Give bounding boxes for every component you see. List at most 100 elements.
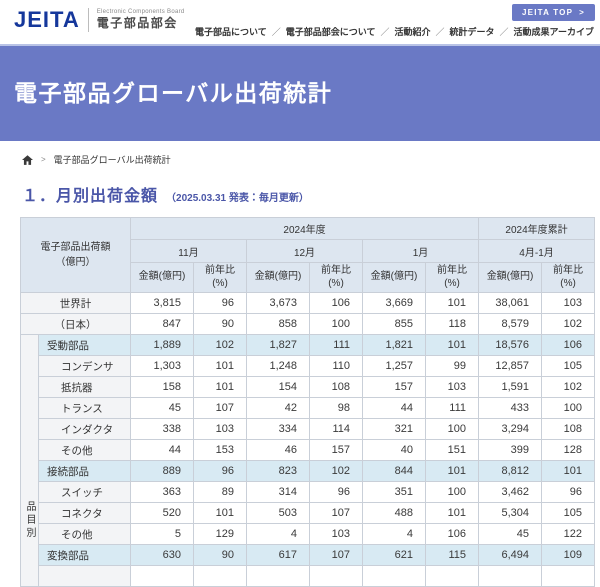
section-title: １．月別出荷金額	[22, 188, 159, 205]
jeita-logo[interactable]: JEITA Electronic Components Board 電子部品部会	[14, 8, 185, 32]
data-cell: 823	[246, 460, 310, 482]
data-cell: 103	[309, 523, 363, 545]
data-cell: 100	[424, 481, 480, 503]
month-header-dec: 12月	[246, 239, 363, 263]
data-cell: 107	[193, 397, 247, 419]
yoy-header: 前年比 (%)	[309, 262, 363, 293]
hero-banner: 電子部品グローバル出荷統計	[0, 44, 600, 141]
data-cell	[309, 565, 363, 587]
data-cell: 106	[424, 523, 480, 545]
table-header-row: 11月 12月 1月 4月-1月	[21, 239, 596, 263]
row-label: スイッチ	[38, 481, 131, 503]
corner-header-line2: （億円）	[55, 257, 96, 268]
data-cell: 118	[424, 313, 480, 335]
table-row-resistors: 抵抗器 158 101 154 108 157 103 1,591 102	[21, 376, 596, 398]
header-nav: 電子部品について ／ 電子部品部会について ／ 活動紹介 ／ 統計データ ／ 活…	[195, 25, 594, 38]
data-cell: 858	[246, 313, 310, 335]
data-cell: 1,248	[246, 355, 310, 377]
data-cell: 45	[130, 397, 194, 419]
home-icon[interactable]	[22, 154, 33, 165]
data-cell: 153	[193, 439, 247, 461]
data-cell: 38,061	[478, 292, 543, 314]
data-cell: 5,304	[478, 502, 543, 524]
row-label: その他	[38, 439, 131, 461]
data-cell: 338	[130, 418, 194, 440]
yoy-header: 前年比 (%)	[193, 262, 247, 293]
data-cell: 107	[309, 502, 363, 524]
fiscal-year-cumulative-header: 2024年度累計	[478, 217, 596, 240]
data-cell: 1,591	[478, 376, 543, 398]
data-cell	[478, 565, 543, 587]
data-cell: 847	[130, 313, 194, 335]
nav-separator: ／	[499, 27, 509, 37]
table-row-world-total: 世界計 3,815 96 3,673 106 3,669 101 38,061 …	[20, 292, 596, 314]
table-row-capacitors: コンデンサ 1,303 101 1,248 110 1,257 99 12,85…	[21, 355, 596, 377]
data-cell: 108	[541, 418, 596, 440]
data-cell: 103	[193, 418, 247, 440]
data-cell: 621	[362, 544, 426, 566]
nav-item-about-components[interactable]: 電子部品について	[194, 27, 267, 37]
logo-org-jp: 電子部品部会	[96, 16, 178, 31]
data-cell: 122	[541, 523, 596, 545]
data-cell: 151	[424, 439, 480, 461]
data-cell: 111	[309, 334, 363, 356]
data-cell: 40	[362, 439, 426, 461]
data-cell: 103	[424, 376, 480, 398]
yoy-header-line2: (%)	[444, 277, 460, 289]
data-cell	[130, 565, 194, 587]
yoy-header-line2: (%)	[328, 277, 344, 289]
nav-item-activities[interactable]: 活動紹介	[394, 27, 431, 37]
data-cell: 101	[424, 292, 480, 314]
table-row-conversion-components: 変換部品 630 90 617 107 621 115 6,494 109	[21, 544, 596, 566]
data-cell: 844	[362, 460, 426, 482]
data-cell	[193, 565, 247, 587]
row-label: インダクタ	[38, 418, 131, 440]
table-row-transformers: トランス 45 107 42 98 44 111 433 100	[21, 397, 596, 419]
data-cell: 105	[541, 502, 596, 524]
data-cell: 8,579	[478, 313, 543, 335]
logo-org-en: Electronic Components Board	[96, 9, 185, 16]
chevron-right-icon: >	[579, 8, 585, 17]
nav-item-statistics[interactable]: 統計データ	[449, 27, 495, 37]
row-label: コンデンサ	[38, 355, 131, 377]
logo-divider	[87, 8, 89, 32]
nav-separator: ／	[435, 27, 445, 37]
data-cell: 96	[193, 460, 247, 482]
row-label: その他	[38, 523, 131, 545]
data-cell: 100	[541, 397, 596, 419]
amount-header: 金額(億円)	[130, 262, 194, 293]
corner-header: 電子部品出荷額 （億円）	[20, 217, 131, 293]
jeita-top-button[interactable]: JEITA TOP >	[512, 4, 595, 21]
data-cell	[541, 565, 596, 587]
data-cell: 1,257	[362, 355, 426, 377]
row-label: 抵抗器	[38, 376, 131, 398]
data-cell: 107	[309, 544, 363, 566]
table-row-passive-other: その他 44 153 46 157 40 151 399 128	[21, 439, 596, 461]
data-cell: 1,889	[130, 334, 194, 356]
yoy-header-line1: 前年比	[321, 265, 351, 276]
data-cell: 105	[541, 355, 596, 377]
data-cell: 334	[246, 418, 310, 440]
data-cell: 1,827	[246, 334, 310, 356]
data-cell: 157	[309, 439, 363, 461]
data-cell: 90	[193, 313, 247, 335]
nav-separator: ／	[271, 27, 281, 37]
data-cell: 399	[478, 439, 543, 461]
data-cell: 96	[541, 481, 596, 503]
yoy-header-line1: 前年比	[437, 265, 468, 276]
table-header-row: 電子部品出荷額 （億円） 2024年度 2024年度累計	[20, 217, 596, 293]
data-cell: 101	[193, 355, 247, 377]
data-cell: 102	[541, 376, 596, 398]
data-cell: 314	[246, 481, 310, 503]
site-header: JEITA Electronic Components Board 電子部品部会…	[0, 0, 600, 44]
data-cell: 617	[246, 544, 310, 566]
nav-item-about-board[interactable]: 電子部品部会について	[285, 27, 376, 37]
section-date-note: （2025.03.31 発表：毎月更新）	[166, 193, 309, 204]
data-cell: 100	[424, 418, 480, 440]
data-cell: 503	[246, 502, 310, 524]
nav-item-archive[interactable]: 活動成果アーカイブ	[513, 27, 594, 37]
data-cell: 363	[130, 481, 194, 503]
data-cell: 8,812	[478, 460, 543, 482]
data-cell: 44	[130, 439, 194, 461]
month-header-apr-jan: 4月-1月	[478, 239, 596, 263]
